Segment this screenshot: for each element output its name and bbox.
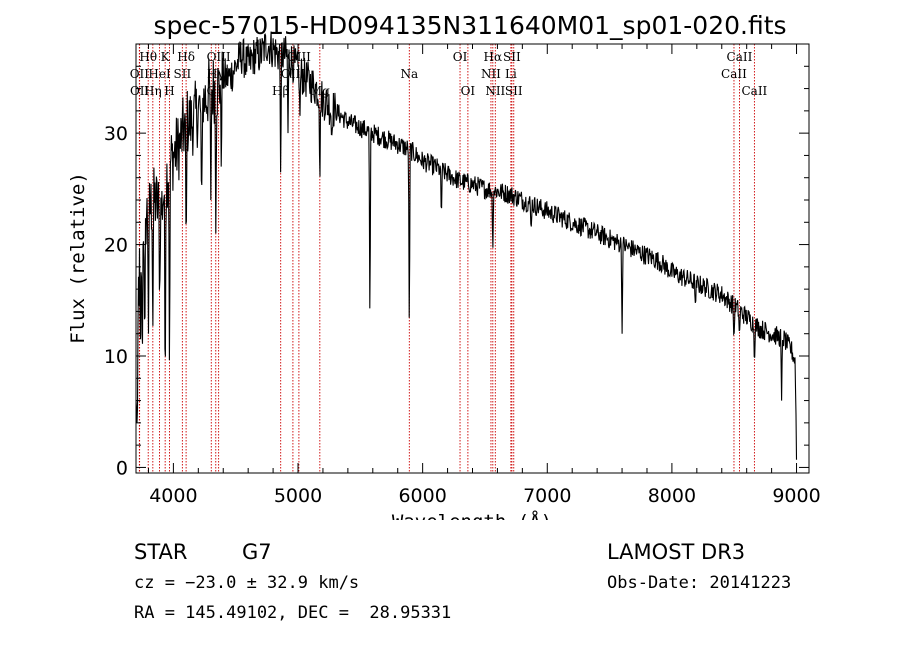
reference-line-label: Hβ: [272, 84, 289, 98]
x-tick-label: 8000: [648, 485, 696, 507]
plot-frame: [135, 43, 810, 474]
spectrum-line: [135, 31, 798, 460]
survey-name: LAMOST DR3: [607, 540, 746, 564]
reference-line-label: Hα: [484, 50, 503, 64]
plot-border: [135, 43, 810, 474]
reference-line-label: OII: [130, 67, 150, 81]
y-axis-ticks: 0 10 20 30: [104, 65, 809, 479]
reference-line-label: OIII: [207, 50, 231, 64]
reference-line-label: OI: [453, 50, 468, 64]
y-tick-label: 30: [104, 123, 128, 145]
y-tick-label: 20: [104, 235, 128, 257]
observation-date: Obs-Date: 20141223: [607, 573, 792, 593]
reference-line-label: Hγ: [207, 67, 225, 81]
object-class: STAR: [134, 540, 188, 564]
chart-title: spec-57015-HD094135N311640M01_sp01-020.f…: [153, 11, 786, 40]
reference-line-label: SII: [174, 67, 192, 81]
x-tick-label: 4000: [149, 485, 197, 507]
reference-line-label: Hη: [144, 84, 162, 98]
reference-line-label: NII: [485, 84, 505, 98]
reference-line-label: Li: [505, 67, 517, 81]
reference-lines: [138, 44, 755, 473]
object-subclass: G7: [242, 540, 272, 564]
reference-line-label: SII: [505, 84, 523, 98]
x-tick-label: 7000: [523, 485, 571, 507]
spectrum-series: [135, 31, 798, 460]
reference-line-label: OI: [461, 84, 476, 98]
spectrum-plot: spec-57015-HD094135N311640M01_sp01-020.f…: [67, 11, 821, 520]
reference-line-label: Hδ: [177, 50, 195, 64]
reference-line-label: CaII: [727, 50, 753, 64]
reference-line-label: NII: [481, 67, 501, 81]
x-axis-label: Wavelength (Å): [392, 510, 552, 520]
reference-line-label: K: [161, 50, 171, 64]
y-tick-label: 0: [116, 457, 128, 479]
reference-line-label: HeI: [148, 67, 171, 81]
reference-line-label: CaII: [741, 84, 767, 98]
reference-line-label: Na: [400, 67, 418, 81]
x-tick-label: 9000: [772, 485, 820, 507]
y-tick-label: 10: [104, 346, 128, 368]
x-tick-label: 6000: [398, 485, 446, 507]
y-axis-label: Flux (relative): [67, 172, 89, 344]
reference-line-label: H: [164, 84, 174, 98]
x-tick-label: 5000: [274, 485, 322, 507]
reference-line-label: OII: [130, 84, 150, 98]
coordinates: RA = 145.49102, DEC = 28.95331: [134, 603, 452, 623]
reference-line-label: Hθ: [139, 50, 157, 64]
reference-line-label: CaII: [721, 67, 747, 81]
x-axis-ticks: 4000 5000 6000 7000 8000 9000: [147, 44, 821, 507]
redshift-velocity: cz = −23.0 ± 32.9 km/s: [134, 573, 360, 593]
reference-line-label: SII: [503, 50, 521, 64]
